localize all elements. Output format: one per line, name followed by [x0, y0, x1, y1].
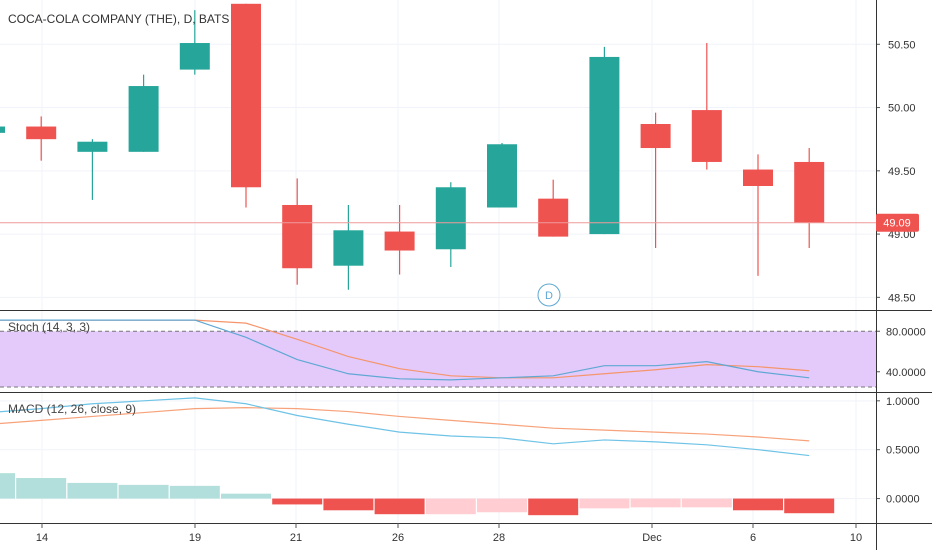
price-tick-label: 48.50 [888, 292, 916, 304]
stoch-band-fill [0, 331, 876, 387]
macd-pane-title: MACD (12, 26, close, 9) [8, 402, 136, 416]
candle [333, 204, 364, 290]
grid-lines [0, 0, 876, 523]
price-tick-label: 49.00 [888, 229, 916, 241]
candle-body [179, 43, 210, 70]
candle [384, 204, 415, 275]
candle-body [0, 126, 5, 133]
macd-tick-label: 1.0000 [886, 396, 920, 408]
candle-body [691, 110, 722, 162]
candle [487, 142, 517, 208]
candle [179, 10, 210, 75]
candle-body [487, 144, 517, 208]
macd-histogram-bar [118, 484, 169, 499]
candle-body [26, 126, 57, 140]
macd-histogram-bar [16, 478, 67, 499]
price-pane[interactable] [0, 3, 876, 290]
macd-histogram-bar [528, 498, 579, 516]
stoch-band [0, 330, 876, 388]
candle [743, 154, 773, 276]
macd-histogram-bar [477, 498, 527, 513]
candle-body [282, 204, 313, 269]
candle-body [77, 141, 108, 152]
time-tick-label: Dec [642, 532, 662, 544]
stoch-tick-label: 40.0000 [886, 367, 926, 379]
macd-histogram-bar [272, 498, 323, 505]
candle [26, 116, 57, 161]
macd-histogram-bar [630, 498, 681, 508]
macd-tick-label: 0.0000 [886, 494, 920, 506]
candle-body [333, 230, 364, 266]
time-tick-label: 28 [493, 532, 505, 544]
time-tick-label: 26 [392, 532, 404, 544]
macd-pane[interactable] [0, 397, 835, 516]
candle [128, 74, 159, 152]
stoch-tick-label: 80.0000 [886, 326, 926, 338]
macd-histogram-bar [681, 498, 732, 508]
candle [538, 179, 569, 237]
candle-body [589, 56, 620, 235]
time-tick-label: 21 [290, 532, 302, 544]
stoch-k-line [0, 319, 810, 381]
macd-tick-label: 0.5000 [886, 445, 920, 457]
macd-histogram-bar [784, 498, 835, 514]
macd-histogram-bar [67, 482, 118, 499]
time-tick-label: 10 [850, 532, 862, 544]
candle-body [794, 161, 825, 223]
candle [282, 178, 313, 285]
macd-histogram-bar [0, 473, 15, 499]
macd-histogram-bar [733, 498, 783, 511]
macd-histogram-bar [169, 485, 220, 499]
dividend-marker[interactable]: D [537, 283, 561, 307]
dividend-marker-label: D [545, 290, 553, 302]
macd-histogram-bar [579, 498, 630, 509]
macd-histogram-bar [374, 498, 425, 515]
price-tick-label: 50.00 [888, 103, 916, 115]
candle-body [538, 198, 569, 237]
candle-body [128, 86, 159, 152]
candle [77, 139, 108, 200]
candle-body [231, 3, 261, 188]
stoch-pane[interactable] [0, 319, 810, 381]
time-tick-label: 19 [189, 532, 201, 544]
candle [640, 112, 671, 248]
candle [691, 43, 722, 170]
candle [231, 3, 261, 208]
macd-histogram-bar [221, 493, 271, 499]
time-tick-label: 6 [750, 532, 756, 544]
stoch-pane-title: Stoch (14, 3, 3) [8, 320, 90, 334]
candle-body [435, 187, 466, 250]
candle [435, 182, 466, 267]
macd-histogram-bar [323, 498, 374, 511]
price-pane-title: COCA-COLA COMPANY (THE), D, BATS [8, 12, 229, 26]
price-tick-label: 50.50 [888, 39, 916, 51]
macd-histogram-bar [425, 498, 476, 515]
candle-body [743, 169, 773, 186]
candle [589, 46, 620, 235]
candle [0, 126, 5, 133]
candle-body [384, 231, 415, 251]
last-price-badge: 49.09 [876, 213, 919, 232]
candle [794, 148, 825, 248]
price-tick-label: 49.50 [888, 166, 916, 178]
candle-body [640, 124, 671, 149]
last-price-label: 49.09 [883, 218, 911, 230]
macd-line [0, 397, 810, 457]
time-tick-label: 14 [36, 532, 48, 544]
macd-signal-line [0, 407, 810, 442]
